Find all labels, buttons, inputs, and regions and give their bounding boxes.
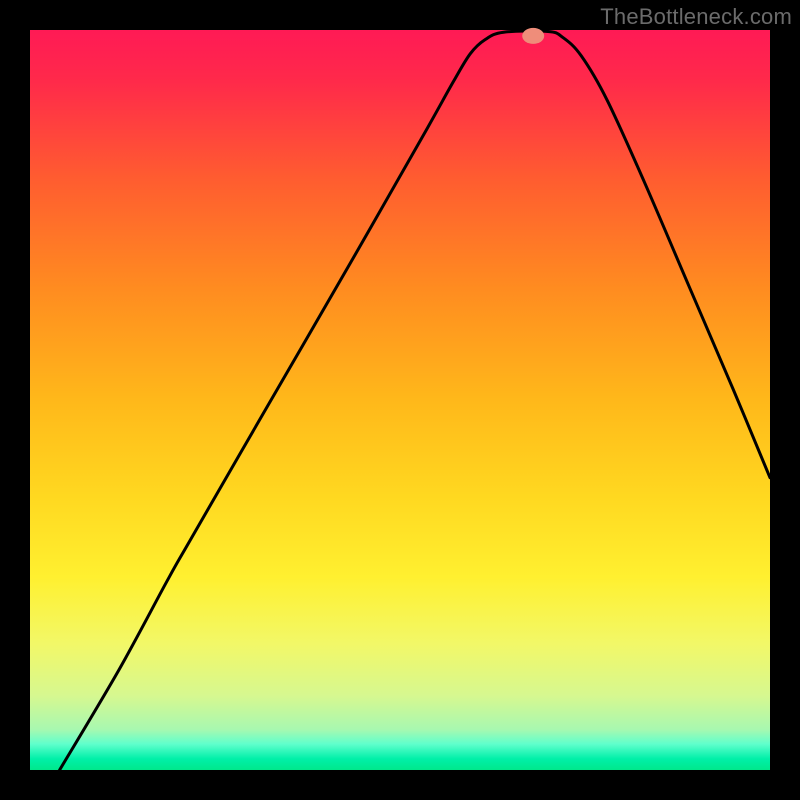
plot-background	[30, 30, 770, 770]
chart-container: TheBottleneck.com	[0, 0, 800, 800]
bottleneck-chart	[0, 0, 800, 800]
optimal-marker	[522, 28, 544, 44]
